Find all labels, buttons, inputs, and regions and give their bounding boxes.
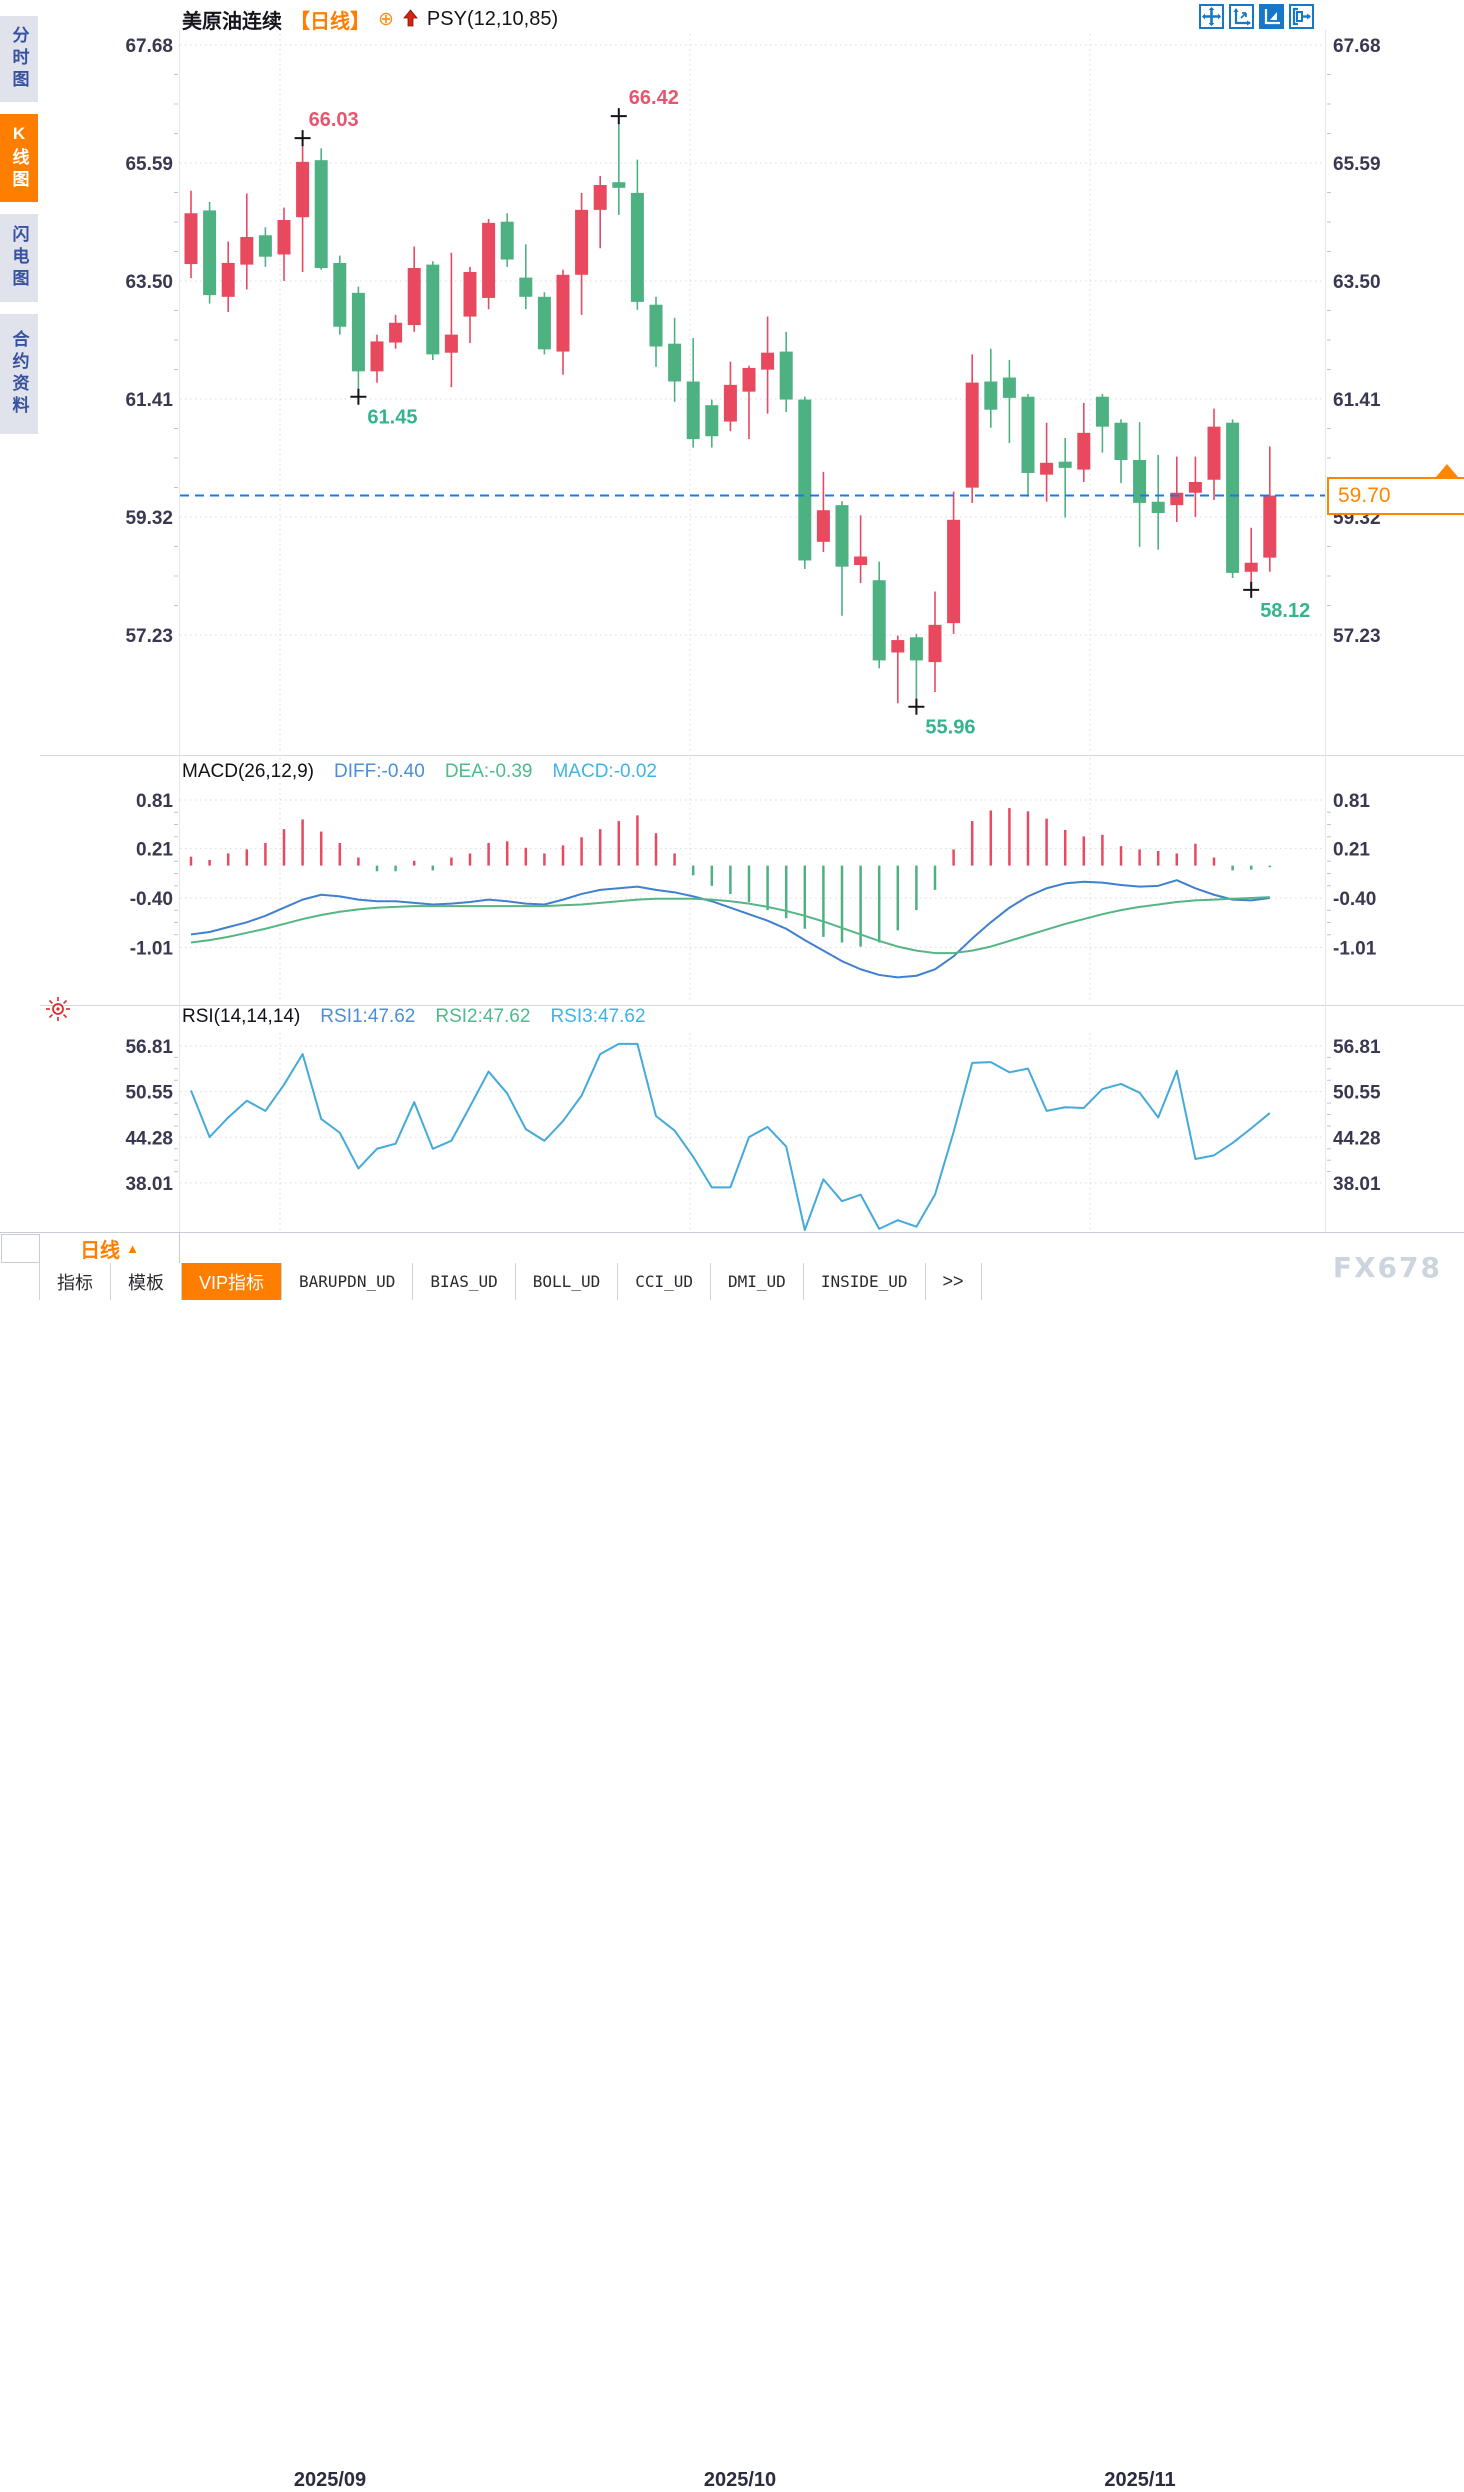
tab-boll[interactable]: BOLL_UD	[516, 1263, 619, 1300]
chart-canvas[interactable]: 67.68 67.68 65.59 65.59 63.50 63.50 61.41 61.41…	[0, 0, 1464, 1300]
macd-name: MACD(26,12,9)	[182, 761, 314, 782]
tab-cci[interactable]: CCI_UD	[618, 1263, 712, 1300]
export-right-icon[interactable]	[1289, 4, 1314, 29]
tab-barupdn[interactable]: BARUPDN_UD	[282, 1263, 414, 1300]
indicator-tabbar: 指标 模板 VIP指标 BARUPDN_UD BIAS_UD BOLL_UD C…	[0, 1263, 1464, 1300]
macd-diff-value: DIFF:-0.40	[334, 761, 425, 782]
svg-text:66.42: 66.42	[629, 87, 679, 109]
sidebar-item-label: 分时图	[9, 26, 29, 92]
svg-text:57.23: 57.23	[125, 626, 173, 647]
sidebar-item-label: K线图	[9, 124, 29, 192]
svg-text:67.68: 67.68	[1333, 36, 1381, 57]
svg-text:56.81: 56.81	[1333, 1037, 1381, 1058]
sidebar-item-flash-chart[interactable]: 闪电图	[0, 214, 38, 302]
tab-dmi[interactable]: DMI_UD	[711, 1263, 804, 1300]
current-price-value: 59.70	[1338, 484, 1391, 507]
move-tool-icon[interactable]	[1199, 4, 1224, 29]
rsi-name: RSI(14,14,14)	[182, 1006, 301, 1027]
svg-text:0.81: 0.81	[1333, 791, 1370, 812]
svg-text:63.50: 63.50	[125, 272, 173, 293]
svg-text:55.96: 55.96	[925, 717, 975, 739]
svg-text:-0.40: -0.40	[1333, 889, 1376, 910]
svg-text:61.41: 61.41	[1333, 390, 1381, 411]
tab-vip-indicator[interactable]: VIP指标	[182, 1263, 283, 1300]
period-selector[interactable]: 日线 ▲	[40, 1233, 180, 1263]
xaxis-label-nov: 2025/11	[1104, 2469, 1176, 2491]
svg-text:56.81: 56.81	[125, 1037, 173, 1058]
up-arrow-icon	[402, 8, 419, 31]
triangle-up-icon: ▲	[126, 1240, 139, 1256]
date-axis-band: 日线 ▲ 2025/09 2025/10 2025/11	[0, 1232, 1464, 2491]
sidebar-item-time-chart[interactable]: 分时图	[0, 16, 38, 102]
macd-dea-value: DEA:-0.39	[444, 761, 533, 782]
axis-corner-cell	[1, 1234, 40, 1263]
macd-header: MACD(26,12,9) DIFF:-0.40 DEA:-0.39 MACD:…	[182, 761, 657, 783]
svg-text:57.23: 57.23	[1333, 626, 1381, 647]
tabbar-corner	[0, 1263, 40, 1300]
axis-zoom-icon[interactable]	[1229, 4, 1254, 29]
svg-text:38.01: 38.01	[1333, 1174, 1381, 1195]
tab-indicator[interactable]: 指标	[40, 1263, 111, 1300]
svg-text:58.12: 58.12	[1260, 600, 1310, 622]
svg-text:0.81: 0.81	[136, 791, 173, 812]
candle-series	[184, 116, 1277, 707]
current-price-tag[interactable]: 59.70	[1327, 477, 1464, 515]
xaxis-label-oct: 2025/10	[703, 2469, 777, 2491]
svg-text:38.01: 38.01	[125, 1174, 173, 1195]
svg-text:67.68: 67.68	[125, 36, 173, 57]
svg-text:61.45: 61.45	[367, 407, 417, 429]
grid-lines	[40, 30, 1464, 1232]
chart-toolbar	[1199, 4, 1314, 29]
svg-text:61.41: 61.41	[125, 390, 173, 411]
rsi1-value: RSI1:47.62	[320, 1006, 416, 1027]
macd-macd-value: MACD:-0.02	[552, 761, 657, 782]
svg-text:65.59: 65.59	[125, 154, 173, 175]
price-annotations: 66.03 66.42 61.45 55.96 58.12	[294, 87, 1310, 739]
period-label: 日线	[80, 1239, 121, 1262]
chart-header: 美原油连续 【日线】 ⊕ PSY(12,10,85)	[182, 5, 558, 34]
price-pointer-triangle	[1436, 464, 1458, 477]
sidebar-item-kline-chart[interactable]: K线图	[0, 114, 38, 202]
axis-play-icon[interactable]	[1259, 4, 1284, 29]
svg-text:65.59: 65.59	[1333, 154, 1381, 175]
svg-text:59.32: 59.32	[125, 508, 173, 529]
macd-histogram	[189, 808, 1272, 947]
period-tag[interactable]: 【日线】	[290, 11, 370, 33]
indicator-label: PSY(12,10,85)	[426, 8, 559, 30]
sidebar: 分时图 K线图 闪电图 合约资料	[0, 0, 39, 460]
tab-template[interactable]: 模板	[111, 1263, 182, 1300]
circle-plus-icon[interactable]: ⊕	[378, 9, 394, 30]
svg-text:44.28: 44.28	[1333, 1128, 1381, 1149]
svg-text:0.21: 0.21	[136, 840, 173, 861]
svg-text:-1.01: -1.01	[1333, 938, 1377, 959]
sidebar-item-label: 闪电图	[9, 225, 29, 291]
axis-minor-ticks	[174, 74, 1331, 1173]
rsi2-value: RSI2:47.62	[435, 1006, 531, 1027]
sun-indicator-icon[interactable]	[45, 996, 71, 1027]
svg-text:50.55: 50.55	[1333, 1083, 1381, 1104]
svg-text:44.28: 44.28	[125, 1128, 173, 1149]
svg-text:-1.01: -1.01	[130, 938, 174, 959]
tab-inside[interactable]: INSIDE_UD	[804, 1263, 926, 1300]
watermark: FX678	[1332, 1251, 1442, 1284]
rsi-header: RSI(14,14,14) RSI1:47.62 RSI2:47.62 RSI3…	[182, 1006, 646, 1028]
tab-more[interactable]: >>	[926, 1263, 982, 1300]
symbol-name: 美原油连续	[182, 11, 282, 33]
axis-labels: 67.68 67.68 65.59 65.59 63.50 63.50 61.41 61.41…	[125, 36, 1381, 1195]
xaxis-label-sep: 2025/09	[293, 2469, 367, 2491]
sidebar-item-contract-info[interactable]: 合约资料	[0, 314, 38, 434]
svg-text:50.55: 50.55	[125, 1083, 173, 1104]
rsi-line	[190, 1042, 1271, 1231]
rsi3-value: RSI3:47.62	[550, 1006, 646, 1027]
tab-bias[interactable]: BIAS_UD	[413, 1263, 516, 1300]
macd-lines	[190, 879, 1270, 979]
svg-text:0.21: 0.21	[1333, 840, 1370, 861]
sidebar-item-label: 合约资料	[9, 330, 29, 418]
svg-text:66.03: 66.03	[309, 109, 359, 131]
svg-text:63.50: 63.50	[1333, 272, 1381, 293]
svg-text:-0.40: -0.40	[130, 889, 173, 910]
